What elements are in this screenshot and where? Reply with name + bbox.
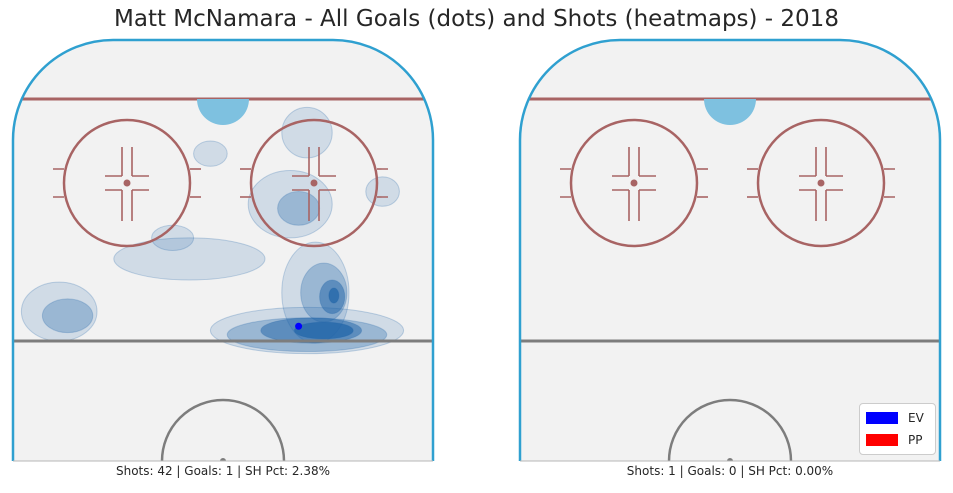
goal-dot-ev [295, 322, 303, 330]
chart-title: Matt McNamara - All Goals (dots) and Sho… [114, 6, 839, 32]
center-ice-dot [727, 458, 733, 461]
center-ice-dot [220, 458, 226, 461]
rink-markings [520, 97, 940, 461]
rink-surface [520, 40, 940, 461]
faceoff-circle [569, 118, 699, 248]
goal-crease [197, 99, 249, 125]
shot-density-contour [281, 106, 333, 159]
faceoff-circle [756, 118, 886, 248]
rink-panel-left [11, 38, 435, 462]
legend-label-pp: PP [908, 433, 923, 447]
legend-label-ev: EV [908, 411, 924, 425]
legend-item-pp: PP [866, 432, 922, 448]
panel-caption-right: Shots: 1 | Goals: 0 | SH Pct: 0.00% [626, 464, 834, 478]
faceoff-dot [310, 179, 318, 187]
faceoff-circle [62, 118, 192, 248]
shot-density-contour [328, 287, 340, 304]
shot-density-contour [193, 140, 228, 167]
legend: EV PP [859, 403, 936, 455]
rink-markings [13, 97, 433, 461]
faceoff-dot [123, 179, 131, 187]
goal-crease [704, 99, 756, 125]
center-ice-circle [667, 398, 793, 461]
shot-density-contour [293, 321, 354, 340]
legend-swatch-pp [866, 434, 898, 446]
rink-surface [13, 40, 433, 461]
legend-item-ev: EV [866, 410, 924, 426]
panel-caption-left: Shots: 42 | Goals: 1 | SH Pct: 2.38% [115, 464, 331, 478]
shot-density-contour [247, 170, 333, 239]
rink-boards [518, 38, 942, 461]
faceoff-dot [817, 179, 825, 187]
shot-density-contour [277, 191, 321, 226]
rink-boards [11, 38, 435, 461]
faceoff-dot [630, 179, 638, 187]
shot-density-contour [113, 237, 266, 281]
rink-panel-right [518, 38, 942, 462]
shot-density-contour [41, 298, 94, 334]
shot-density-contour [281, 241, 350, 344]
faceoff-circle [249, 118, 379, 248]
legend-swatch-ev [866, 412, 898, 424]
shot-density-contour [365, 176, 400, 207]
center-ice-circle [160, 398, 286, 461]
